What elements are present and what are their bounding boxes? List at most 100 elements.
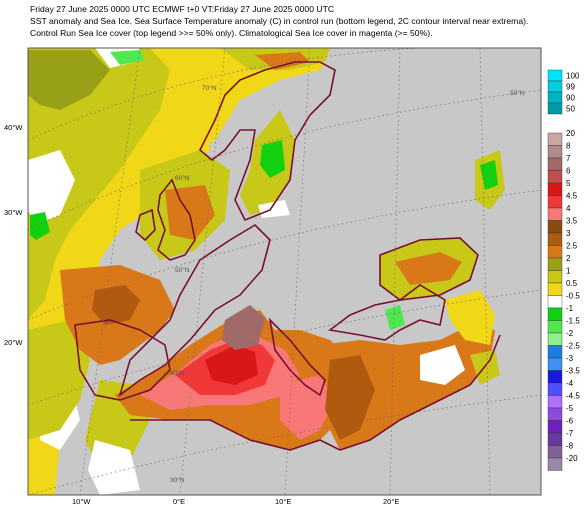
sst-swatch xyxy=(547,282,563,296)
coast-balkans xyxy=(328,284,446,341)
med-rose-patch xyxy=(222,305,265,350)
sst-legend-label: -4.5 xyxy=(566,392,580,401)
lat-label-20w: 20°W xyxy=(4,338,23,347)
sst-legend-label: -2 xyxy=(566,329,574,338)
sst-legend-label: -4 xyxy=(566,379,574,388)
sst-legend-label: -0.5 xyxy=(566,292,580,301)
ice-swatch xyxy=(547,102,563,115)
header-line-3: Control Run Sea Ice cover (top legend >>… xyxy=(30,28,433,38)
inner-label-40n: 40°N xyxy=(170,369,185,377)
sst-swatch xyxy=(547,207,563,221)
sst-swatch xyxy=(547,132,563,146)
inner-label-60n: 60°N xyxy=(175,174,190,182)
sst-legend-label: -6 xyxy=(566,417,574,426)
coast-iberia xyxy=(74,319,171,401)
sst-legend-label: -3.5 xyxy=(566,367,580,376)
sst-legend-label: 0.5 xyxy=(566,279,578,288)
sst-swatch xyxy=(547,382,563,396)
meridian-10w xyxy=(79,48,141,495)
med-east-white xyxy=(420,345,465,385)
sst-legend-label: 8 xyxy=(566,142,571,151)
coast-europe-west xyxy=(118,223,271,398)
sst-swatch xyxy=(547,357,563,371)
sst-swatch xyxy=(547,432,563,446)
baltic-green xyxy=(260,140,285,178)
inner-label-50n: 50°N xyxy=(175,266,190,274)
sst-swatch xyxy=(547,445,563,459)
sst-legend-label: 2.5 xyxy=(566,242,578,251)
coast-britain xyxy=(157,178,196,261)
atlantic-olive xyxy=(28,48,170,320)
sst-legend-label: 1 xyxy=(566,267,571,276)
lon-label-10w: 10°W xyxy=(72,497,91,506)
sst-swatch xyxy=(547,407,563,421)
med-east-brown xyxy=(325,355,375,440)
sst-legend-label: -5 xyxy=(566,404,574,413)
graticule xyxy=(28,48,541,495)
inner-lat-labels: 70°N 60°N 50°N 40°N 30°N 50°N xyxy=(170,84,525,484)
sst-swatch xyxy=(547,157,563,171)
sst-swatch xyxy=(547,145,563,159)
sst-legend-label: 7 xyxy=(566,154,571,163)
sst-swatch xyxy=(547,245,563,259)
sst-legend-label: 4.5 xyxy=(566,192,578,201)
atlantic-white-patch xyxy=(28,150,75,225)
sst-legend-label: 2 xyxy=(566,254,571,263)
ice-swatch xyxy=(547,91,563,104)
sst-swatch xyxy=(547,295,563,309)
sst-anomaly-legend: 20 8 7 6 5 4.5 4 3.5 3 2.5 2 1 0.5 -0.5 -1 -1.5 -2 -2.5 -3… xyxy=(547,129,580,471)
med-east-yellow xyxy=(445,290,495,345)
norwegian-sea-yellow xyxy=(200,48,330,150)
north-sea-orange xyxy=(165,185,215,240)
sst-legend-label: 4 xyxy=(566,204,571,213)
sst-legend-label: -3 xyxy=(566,354,574,363)
meridian-0 xyxy=(179,48,226,495)
lon-label-10e: 10°E xyxy=(275,497,291,506)
sst-legend-label: 5 xyxy=(566,179,571,188)
atlantic-olive-dark-north xyxy=(28,50,110,110)
parallel-60n xyxy=(28,89,541,231)
med-west-darkred xyxy=(205,345,258,385)
ice-legend-label: 100 xyxy=(566,71,580,80)
coast-italy xyxy=(268,317,326,397)
sst-legend-label: -1.5 xyxy=(566,317,580,326)
sea-ice-legend: 100 99 90 50 xyxy=(547,69,580,115)
sst-swatch xyxy=(547,307,563,321)
east-green xyxy=(480,160,498,190)
biscay-brown xyxy=(92,285,140,325)
ice-legend-label: 90 xyxy=(566,93,575,102)
sst-swatch xyxy=(547,395,563,409)
axis-labels: 10°W 0°E 10°E 20°E 40°W 30°W 20°W xyxy=(4,123,399,506)
sst-legend-label: 3 xyxy=(566,229,571,238)
sst-swatch xyxy=(547,320,563,334)
ice-legend-label: 99 xyxy=(566,82,575,91)
sst-legend-label: 20 xyxy=(566,129,575,138)
sst-legend-label: -8 xyxy=(566,442,574,451)
sst-legend-label: -20 xyxy=(566,454,578,463)
black-sea-orange xyxy=(395,252,462,285)
sst-legend-label: -2.5 xyxy=(566,342,580,351)
sst-legend-label: 6 xyxy=(566,167,571,176)
sst-swatch xyxy=(547,370,563,384)
inner-label-70n: 70°N xyxy=(202,84,217,92)
atlantic-white-southeast xyxy=(88,440,140,495)
header: Friday 27 June 2025 0000 UTC ECMWF t+0 V… xyxy=(30,3,580,39)
sst-swatch xyxy=(547,420,563,434)
sst-swatch xyxy=(547,270,563,284)
coastlines xyxy=(74,61,501,451)
sst-swatch xyxy=(547,457,563,471)
parallel-30n xyxy=(28,394,541,495)
inner-label-30n: 30°N xyxy=(170,476,185,484)
sst-swatch xyxy=(547,195,563,209)
sst-swatch xyxy=(547,182,563,196)
coast-scandinavia xyxy=(199,61,336,222)
ice-swatch xyxy=(547,69,563,82)
ice-legend-label: 50 xyxy=(566,104,575,113)
atlantic-olive-south xyxy=(28,320,90,440)
sst-swatch xyxy=(547,332,563,346)
map-layers xyxy=(28,48,505,495)
header-line-1: Friday 27 June 2025 0000 UTC ECMWF t+0 V… xyxy=(30,4,335,14)
lon-label-0e: 0°E xyxy=(173,497,185,506)
lat-label-30w: 30°W xyxy=(4,208,23,217)
sst-legend-label: -7 xyxy=(566,429,574,438)
